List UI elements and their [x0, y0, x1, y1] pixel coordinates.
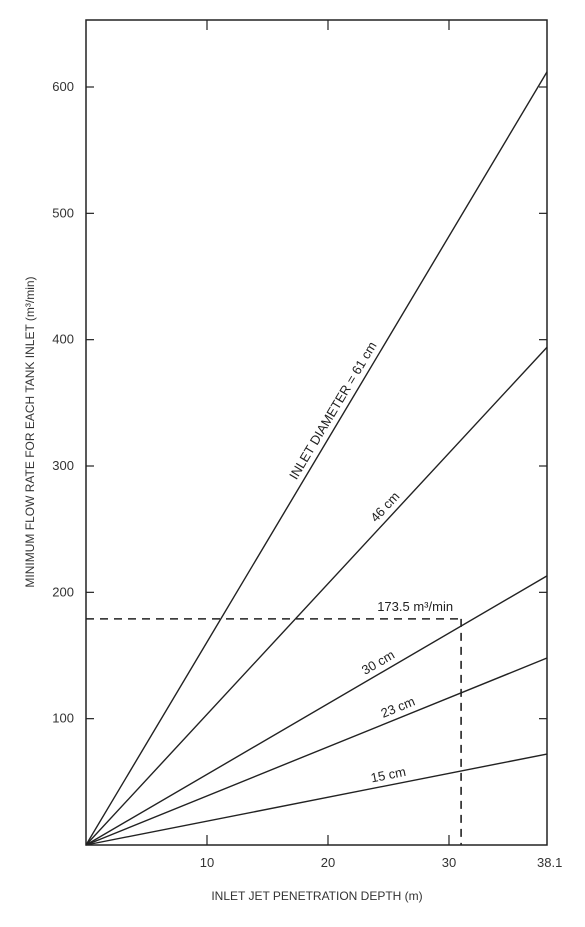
x-tick-label: 10 [200, 855, 214, 870]
y-axis-ticks: 100 200 300 400 500 600 [52, 79, 547, 726]
series-label: 23 cm [379, 694, 417, 721]
annotation-label: 173.5 m³/min [377, 599, 453, 614]
series-line [85, 657, 548, 846]
y-tick-label: 300 [52, 458, 74, 473]
y-tick-label: 200 [52, 584, 74, 599]
x-axis-ticks: 10 20 30 38.1 [200, 20, 562, 870]
series-label: 15 cm [369, 764, 407, 786]
annotation-guides [86, 618, 462, 845]
y-tick-label: 400 [52, 332, 74, 347]
x-axis-title: INLET JET PENETRATION DEPTH (m) [211, 889, 422, 903]
series-lines [85, 71, 548, 846]
series-line [85, 753, 548, 846]
x-tick-label: 38.1 [537, 855, 562, 870]
series-line [85, 575, 548, 846]
x-tick-label: 30 [442, 855, 456, 870]
series-label: 46 cm [367, 489, 402, 525]
y-tick-label: 100 [52, 711, 74, 726]
plot-frame [85, 19, 548, 846]
y-axis-title: MINIMUM FLOW RATE FOR EACH TANK INLET (m… [23, 276, 37, 587]
series-line [85, 71, 548, 846]
series-label: INLET DIAMETER = 61 cm [286, 339, 380, 482]
series-label: 30 cm [359, 647, 397, 678]
y-tick-label: 500 [52, 205, 74, 220]
y-tick-label: 600 [52, 79, 74, 94]
x-tick-label: 20 [321, 855, 335, 870]
series-line [85, 346, 548, 846]
